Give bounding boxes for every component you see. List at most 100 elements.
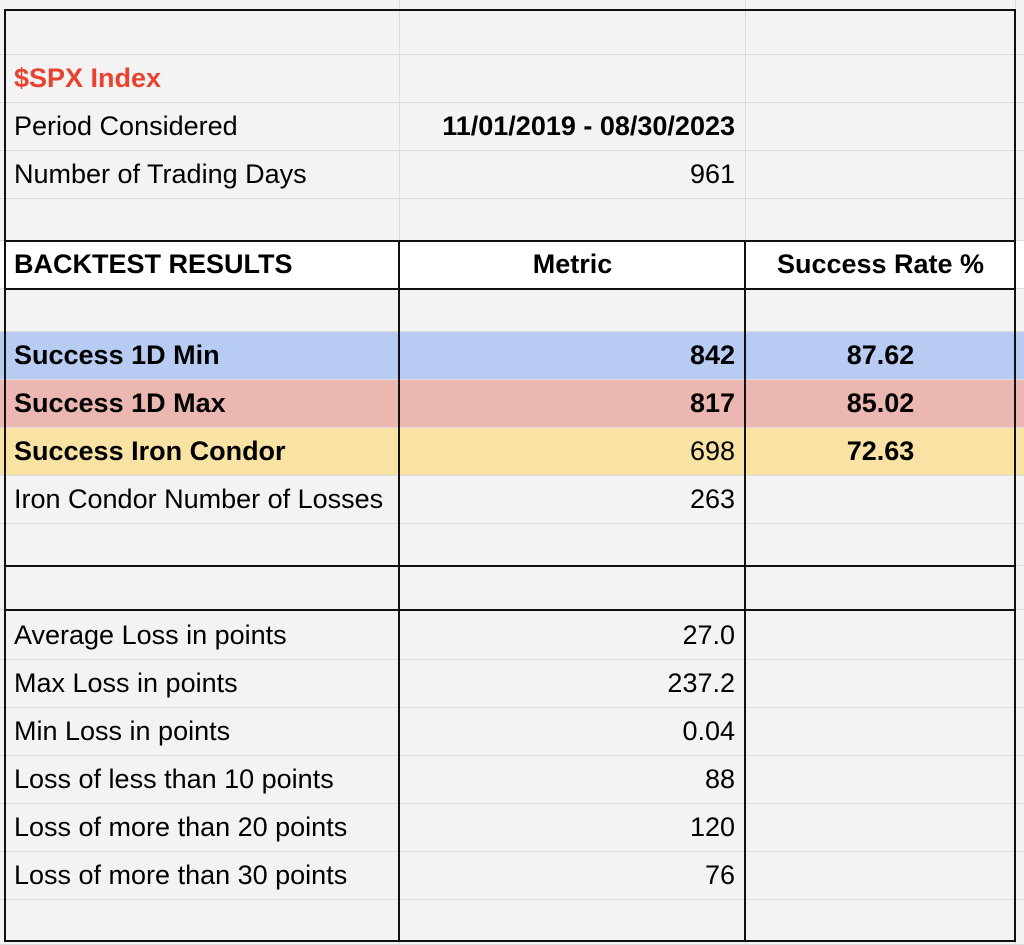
spreadsheet-row <box>0 524 1024 566</box>
cell[interactable] <box>400 55 746 103</box>
index-title-cell[interactable]: $SPX Index <box>0 55 400 103</box>
success-rate-cell[interactable]: 72.63 <box>746 428 1016 476</box>
cell[interactable] <box>1016 708 1024 756</box>
table-row: Iron Condor Number of Losses 263 <box>0 476 1024 524</box>
success-rate-header-cell[interactable]: Success Rate % <box>746 241 1016 289</box>
cell[interactable] <box>746 103 1016 151</box>
cell[interactable] <box>1016 476 1024 524</box>
loss-stat-label[interactable]: Max Loss in points <box>0 660 400 708</box>
table-border <box>744 240 746 942</box>
metric-value-cell[interactable]: 698 <box>400 428 746 476</box>
cell[interactable] <box>0 900 400 945</box>
loss-stat-value[interactable]: 88 <box>400 756 746 804</box>
cell[interactable] <box>1016 380 1024 428</box>
cell[interactable] <box>746 151 1016 199</box>
cell[interactable] <box>1016 566 1024 610</box>
success-rate-cell[interactable] <box>746 476 1016 524</box>
table-border <box>4 9 1016 11</box>
metric-header-cell[interactable]: Metric <box>400 241 746 289</box>
spreadsheet-row <box>0 900 1024 945</box>
metric-value-cell[interactable]: 263 <box>400 476 746 524</box>
cell[interactable] <box>0 199 400 241</box>
cell[interactable] <box>0 289 400 332</box>
loss-stat-row: Loss of more than 30 points 76 <box>0 852 1024 900</box>
spreadsheet-row <box>0 199 1024 241</box>
row-label-cell[interactable]: Success Iron Condor <box>0 428 400 476</box>
cell[interactable] <box>1016 289 1024 332</box>
cell[interactable] <box>746 852 1016 900</box>
cell[interactable] <box>746 289 1016 332</box>
table-row: Success 1D Max 817 85.02 <box>0 380 1024 428</box>
loss-stat-label[interactable]: Average Loss in points <box>0 612 400 660</box>
loss-stat-value[interactable]: 27.0 <box>400 612 746 660</box>
cell[interactable] <box>1016 241 1024 289</box>
cell[interactable] <box>1016 900 1024 945</box>
cell[interactable] <box>400 0 746 55</box>
loss-stat-value[interactable]: 0.04 <box>400 708 746 756</box>
cell[interactable] <box>746 900 1016 945</box>
table-border <box>1014 9 1016 942</box>
cell[interactable] <box>1016 103 1024 151</box>
cell[interactable] <box>1016 660 1024 708</box>
metric-value-cell[interactable]: 817 <box>400 380 746 428</box>
loss-stat-value[interactable]: 76 <box>400 852 746 900</box>
table-border <box>4 940 1016 942</box>
days-value-cell[interactable]: 961 <box>400 151 746 199</box>
loss-stat-row: Loss of more than 20 points 120 <box>0 804 1024 852</box>
cell[interactable] <box>746 524 1016 566</box>
cell[interactable] <box>746 199 1016 241</box>
table-border <box>4 9 6 942</box>
cell[interactable] <box>1016 804 1024 852</box>
loss-stat-value[interactable]: 237.2 <box>400 660 746 708</box>
days-label-cell[interactable]: Number of Trading Days <box>0 151 400 199</box>
cell[interactable] <box>1016 756 1024 804</box>
cell[interactable] <box>400 289 746 332</box>
row-label-cell[interactable]: Iron Condor Number of Losses <box>0 476 400 524</box>
cell[interactable] <box>1016 151 1024 199</box>
row-label-cell[interactable]: Success 1D Min <box>0 332 400 380</box>
table-border <box>4 288 1016 290</box>
cell[interactable] <box>0 0 400 55</box>
cell[interactable] <box>746 708 1016 756</box>
cell[interactable] <box>746 566 1016 610</box>
loss-stat-label[interactable]: Loss of more than 20 points <box>0 804 400 852</box>
cell[interactable] <box>746 55 1016 103</box>
cell[interactable] <box>0 566 400 610</box>
cell[interactable] <box>746 804 1016 852</box>
cell[interactable] <box>1016 199 1024 241</box>
cell[interactable] <box>1016 612 1024 660</box>
cell[interactable] <box>400 524 746 566</box>
row-label-cell[interactable]: Success 1D Max <box>0 380 400 428</box>
table-border <box>4 609 1016 611</box>
cell[interactable] <box>1016 524 1024 566</box>
cell[interactable] <box>1016 852 1024 900</box>
cell[interactable] <box>1016 428 1024 476</box>
cell[interactable] <box>746 612 1016 660</box>
spreadsheet-row <box>0 566 1024 610</box>
cell[interactable] <box>0 524 400 566</box>
period-value-cell[interactable]: 11/01/2019 - 08/30/2023 <box>400 103 746 151</box>
success-rate-cell[interactable]: 87.62 <box>746 332 1016 380</box>
cell[interactable] <box>400 199 746 241</box>
loss-stat-label[interactable]: Loss of more than 30 points <box>0 852 400 900</box>
loss-stat-label[interactable]: Min Loss in points <box>0 708 400 756</box>
cell[interactable] <box>400 900 746 945</box>
table-border <box>4 240 1016 242</box>
table-header-row: BACKTEST RESULTS Metric Success Rate % <box>0 241 1024 289</box>
cell[interactable] <box>400 566 746 610</box>
backtest-title-cell[interactable]: BACKTEST RESULTS <box>0 241 400 289</box>
cell[interactable] <box>1016 0 1024 55</box>
table-row: Success Iron Condor 698 72.63 <box>0 428 1024 476</box>
cell[interactable] <box>746 756 1016 804</box>
cell[interactable] <box>1016 332 1024 380</box>
period-label-cell[interactable]: Period Considered <box>0 103 400 151</box>
loss-stat-value[interactable]: 120 <box>400 804 746 852</box>
table-row: Success 1D Min 842 87.62 <box>0 332 1024 380</box>
loss-stat-label[interactable]: Loss of less than 10 points <box>0 756 400 804</box>
success-rate-cell[interactable]: 85.02 <box>746 380 1016 428</box>
cell[interactable] <box>746 660 1016 708</box>
metric-value-cell[interactable]: 842 <box>400 332 746 380</box>
cell[interactable] <box>1016 55 1024 103</box>
spreadsheet-row: $SPX Index <box>0 55 1024 103</box>
